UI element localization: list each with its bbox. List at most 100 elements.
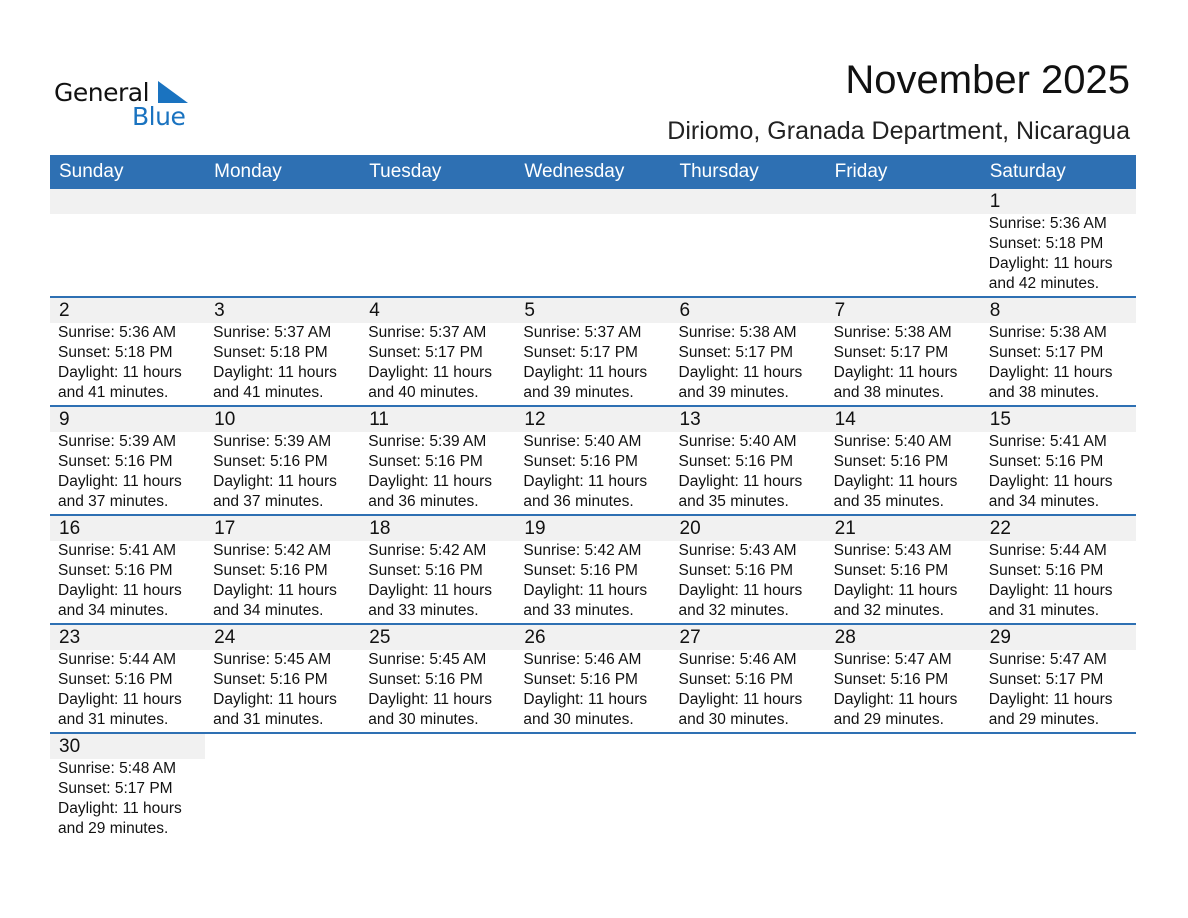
day-number: 9 <box>50 407 206 432</box>
day-cell: 30 Sunrise: 5:48 AM Sunset: 5:17 PM Dayligh… <box>50 734 206 841</box>
day-cell: 24 Sunrise: 5:45 AM Sunset: 5:16 PM Dayligh… <box>205 625 361 732</box>
empty-cell <box>360 189 516 296</box>
sunset-text: Sunset: 5:16 PM <box>833 562 949 579</box>
day-cell: 25 Sunrise: 5:45 AM Sunset: 5:16 PM Dayligh… <box>360 625 516 732</box>
day-cell: 18 Sunrise: 5:42 AM Sunset: 5:16 PM Dayligh… <box>360 516 516 623</box>
sunrise-text: Sunrise: 5:38 AM <box>833 324 952 341</box>
daylight-text: Daylight: 11 hours <box>213 473 337 490</box>
day-cell: 17 Sunrise: 5:42 AM Sunset: 5:16 PM Dayligh… <box>205 516 361 623</box>
day-number: 19 <box>515 516 671 541</box>
sunset-text: Sunset: 5:17 PM <box>368 344 483 361</box>
sunset-text: Sunset: 5:16 PM <box>368 671 483 688</box>
minutes-text: and 29 minutes. <box>833 711 944 728</box>
daylight-text: Daylight: 11 hours <box>833 364 958 381</box>
sunrise-text: Sunrise: 5:37 AM <box>523 324 642 341</box>
day-cell: 13 Sunrise: 5:40 AM Sunset: 5:16 PM Dayligh… <box>670 407 826 514</box>
minutes-text: and 37 minutes. <box>58 493 169 510</box>
day-number: 1 <box>980 189 1136 214</box>
sunrise-text: Sunrise: 5:37 AM <box>368 324 487 341</box>
day-cell: 3 Sunrise: 5:37 AM Sunset: 5:18 PM Daylight… <box>205 298 361 405</box>
day-cell: 19 Sunrise: 5:42 AM Sunset: 5:16 PM Dayligh… <box>515 516 671 623</box>
day-number <box>360 734 515 759</box>
daylight-text: Daylight: 11 hours <box>213 582 337 599</box>
day-number <box>50 189 206 214</box>
weekday-tuesday: Tuesday <box>369 161 442 182</box>
weekday-sunday: Sunday <box>59 161 124 182</box>
sunset-text: Sunset: 5:17 PM <box>58 780 173 797</box>
sunrise-text: Sunrise: 5:48 AM <box>58 760 177 777</box>
sunset-text: Sunset: 5:16 PM <box>523 562 638 579</box>
day-number: 16 <box>50 516 206 541</box>
sunset-text: Sunset: 5:16 PM <box>523 671 638 688</box>
day-cell: 15 Sunrise: 5:41 AM Sunset: 5:16 PM Dayligh… <box>980 407 1136 514</box>
day-number: 2 <box>50 298 206 323</box>
sunrise-text: Sunrise: 5:39 AM <box>368 433 487 450</box>
sunrise-text: Sunrise: 5:47 AM <box>988 651 1107 668</box>
daylight-text: Daylight: 11 hours <box>368 582 493 599</box>
daylight-text: Daylight: 11 hours <box>678 364 803 381</box>
sunset-text: Sunset: 5:16 PM <box>213 671 328 688</box>
minutes-text: and 42 minutes. <box>988 275 1100 292</box>
sunset-text: Sunset: 5:16 PM <box>213 562 328 579</box>
minutes-text: and 30 minutes. <box>678 711 789 728</box>
week-row: 23 Sunrise: 5:44 AM Sunset: 5:16 PM Dayligh… <box>50 625 1136 734</box>
minutes-text: and 30 minutes. <box>523 711 634 728</box>
sunset-text: Sunset: 5:17 PM <box>988 344 1104 361</box>
day-cell: 9 Sunrise: 5:39 AM Sunset: 5:16 PM Daylight… <box>50 407 206 514</box>
sunset-text: Sunset: 5:16 PM <box>58 671 173 688</box>
day-number: 8 <box>980 298 1136 323</box>
day-number: 25 <box>360 625 516 650</box>
day-cell: 26 Sunrise: 5:46 AM Sunset: 5:16 PM Dayligh… <box>515 625 671 732</box>
minutes-text: and 29 minutes. <box>988 711 1100 728</box>
sunset-text: Sunset: 5:16 PM <box>58 562 173 579</box>
sunset-text: Sunset: 5:16 PM <box>368 453 483 470</box>
day-number: 20 <box>670 516 826 541</box>
sunset-text: Sunset: 5:17 PM <box>678 344 794 361</box>
minutes-text: and 39 minutes. <box>523 384 634 401</box>
minutes-text: and 32 minutes. <box>678 602 789 619</box>
sunrise-text: Sunrise: 5:37 AM <box>213 324 332 341</box>
logo-triangle-icon <box>158 81 188 103</box>
sunset-text: Sunset: 5:17 PM <box>523 344 638 361</box>
weekday-monday: Monday <box>214 161 282 182</box>
minutes-text: and 29 minutes. <box>58 820 169 837</box>
day-cell: 23 Sunrise: 5:44 AM Sunset: 5:16 PM Dayligh… <box>50 625 206 732</box>
daylight-text: Daylight: 11 hours <box>58 800 182 817</box>
minutes-text: and 33 minutes. <box>523 602 634 619</box>
minutes-text: and 34 minutes. <box>58 602 169 619</box>
day-cell: 21 Sunrise: 5:43 AM Sunset: 5:16 PM Dayligh… <box>825 516 981 623</box>
sunset-text: Sunset: 5:16 PM <box>678 562 794 579</box>
sunrise-text: Sunrise: 5:43 AM <box>678 542 797 559</box>
sunrise-text: Sunrise: 5:38 AM <box>988 324 1107 341</box>
sunset-text: Sunset: 5:17 PM <box>833 344 949 361</box>
daylight-text: Daylight: 11 hours <box>988 255 1113 272</box>
weekday-saturday: Saturday <box>989 161 1066 182</box>
week-row: 30 Sunrise: 5:48 AM Sunset: 5:17 PM Dayligh… <box>50 734 1136 841</box>
day-number <box>205 189 361 214</box>
empty-cell <box>826 734 981 841</box>
calendar-grid: Sunday Monday Tuesday Wednesday Thursday Frid… <box>50 155 1136 841</box>
sunset-text: Sunset: 5:16 PM <box>988 453 1104 470</box>
empty-cell <box>515 189 671 296</box>
sunrise-text: Sunrise: 5:41 AM <box>988 433 1107 450</box>
day-number <box>360 189 516 214</box>
minutes-text: and 40 minutes. <box>368 384 479 401</box>
sunset-text: Sunset: 5:17 PM <box>988 671 1104 688</box>
sunrise-text: Sunrise: 5:38 AM <box>678 324 797 341</box>
sunrise-text: Sunrise: 5:36 AM <box>988 215 1107 232</box>
minutes-text: and 34 minutes. <box>213 602 324 619</box>
daylight-text: Daylight: 11 hours <box>678 473 803 490</box>
minutes-text: and 35 minutes. <box>678 493 789 510</box>
day-cell: 4 Sunrise: 5:37 AM Sunset: 5:17 PM Daylight… <box>360 298 516 405</box>
sunrise-text: Sunrise: 5:39 AM <box>58 433 177 450</box>
week-row: 2 Sunrise: 5:36 AM Sunset: 5:18 PM Daylight… <box>50 298 1136 407</box>
day-number: 12 <box>515 407 671 432</box>
day-number: 6 <box>670 298 826 323</box>
day-cell: 28 Sunrise: 5:47 AM Sunset: 5:16 PM Dayligh… <box>825 625 981 732</box>
day-number <box>825 189 981 214</box>
sunset-text: Sunset: 5:18 PM <box>213 344 328 361</box>
weekday-thursday: Thursday <box>679 161 759 182</box>
sunset-text: Sunset: 5:18 PM <box>988 235 1104 252</box>
day-number: 14 <box>825 407 981 432</box>
